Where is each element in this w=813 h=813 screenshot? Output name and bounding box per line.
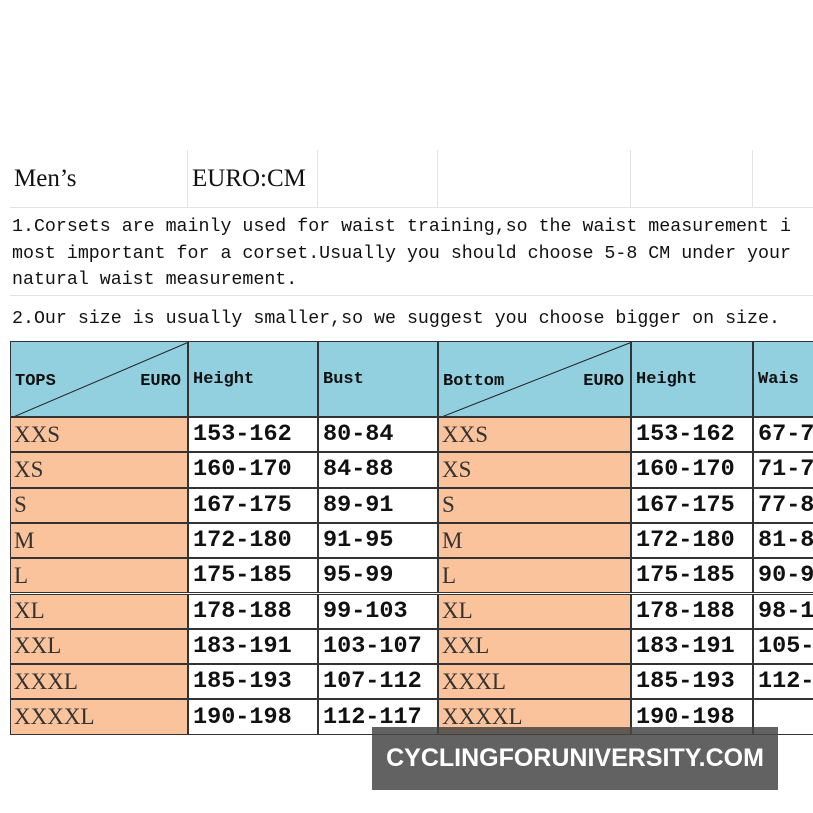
value-cell: 178-188 [188, 593, 318, 629]
blank-cell [438, 150, 631, 208]
separator [10, 295, 813, 296]
value-cell: 107-112 [318, 664, 438, 700]
value-cell: 183-191 [188, 628, 318, 665]
size-cell: L [10, 558, 188, 594]
blank-cell [318, 150, 438, 208]
value-cell: 183-191 [631, 628, 753, 665]
value-cell: 71-7 [753, 452, 813, 488]
column-header: TOPS EURO [10, 341, 188, 417]
value-cell: 91-95 [318, 522, 438, 559]
size-cell: XS [10, 452, 188, 488]
size-cell: XS [438, 452, 631, 488]
value-cell: 185-193 [188, 664, 318, 700]
value-cell: 175-185 [631, 558, 753, 594]
watermark: CYCLINGFORUNIVERSITY.COM [372, 727, 778, 790]
column-header: Wais [753, 341, 813, 417]
size-cell: XXS [10, 417, 188, 453]
column-header: Height [188, 341, 318, 417]
diagonal [14, 342, 187, 416]
size-cell: XXXL [10, 664, 188, 700]
value-cell: 175-185 [188, 558, 318, 594]
size-cell: M [438, 522, 631, 559]
size-cell: XL [10, 593, 188, 629]
column-header: Bottom EURO [438, 341, 631, 417]
header-left: TOPS [15, 372, 56, 391]
value-cell: 90-9 [753, 558, 813, 594]
column-header: Height [631, 341, 753, 417]
column-header: Bust [318, 341, 438, 417]
value-cell: 95-99 [318, 558, 438, 594]
size-cell: XXXXL [10, 699, 188, 735]
value-cell: 172-180 [631, 522, 753, 559]
note: 2.Our size is usually smaller,so we sugg… [12, 309, 780, 329]
value-cell: 84-88 [318, 452, 438, 488]
size-cell: S [10, 487, 188, 523]
header-right: EURO [140, 372, 181, 391]
value-cell: 153-162 [631, 417, 753, 453]
value-cell: 185-193 [631, 664, 753, 700]
unit: EURO:CM [188, 150, 318, 208]
size-cell: L [438, 558, 631, 594]
header-left: Bottom [443, 372, 505, 391]
value-cell: 112- [753, 664, 813, 700]
title: Men’s [10, 150, 188, 208]
blank-cell [753, 150, 813, 208]
value-cell: 167-175 [188, 487, 318, 523]
header-right: EURO [583, 372, 624, 391]
value-cell: 81-8 [753, 522, 813, 559]
value-cell: 172-180 [188, 522, 318, 559]
size-cell: S [438, 487, 631, 523]
value-cell: 160-170 [631, 452, 753, 488]
size-cell: XXL [438, 628, 631, 665]
value-cell: 167-175 [631, 487, 753, 523]
value-cell: 89-91 [318, 487, 438, 523]
value-cell: 99-103 [318, 593, 438, 629]
diagonal [442, 342, 630, 416]
value-cell: 80-84 [318, 417, 438, 453]
size-cell: XXL [10, 628, 188, 665]
size-cell: XXS [438, 417, 631, 453]
value-cell: 67-7 [753, 417, 813, 453]
value-cell: 160-170 [188, 452, 318, 488]
value-cell: 103-107 [318, 628, 438, 665]
size-cell: XXXL [438, 664, 631, 700]
value-cell: 77-8 [753, 487, 813, 523]
value-cell: 190-198 [188, 699, 318, 735]
note: 1.Corsets are mainly used for waist trai… [12, 217, 791, 290]
value-cell: 98-1 [753, 593, 813, 629]
value-cell: 153-162 [188, 417, 318, 453]
value-cell: 105- [753, 628, 813, 665]
value-cell: 178-188 [631, 593, 753, 629]
size-cell: M [10, 522, 188, 559]
blank-cell [631, 150, 753, 208]
size-cell: XL [438, 593, 631, 629]
